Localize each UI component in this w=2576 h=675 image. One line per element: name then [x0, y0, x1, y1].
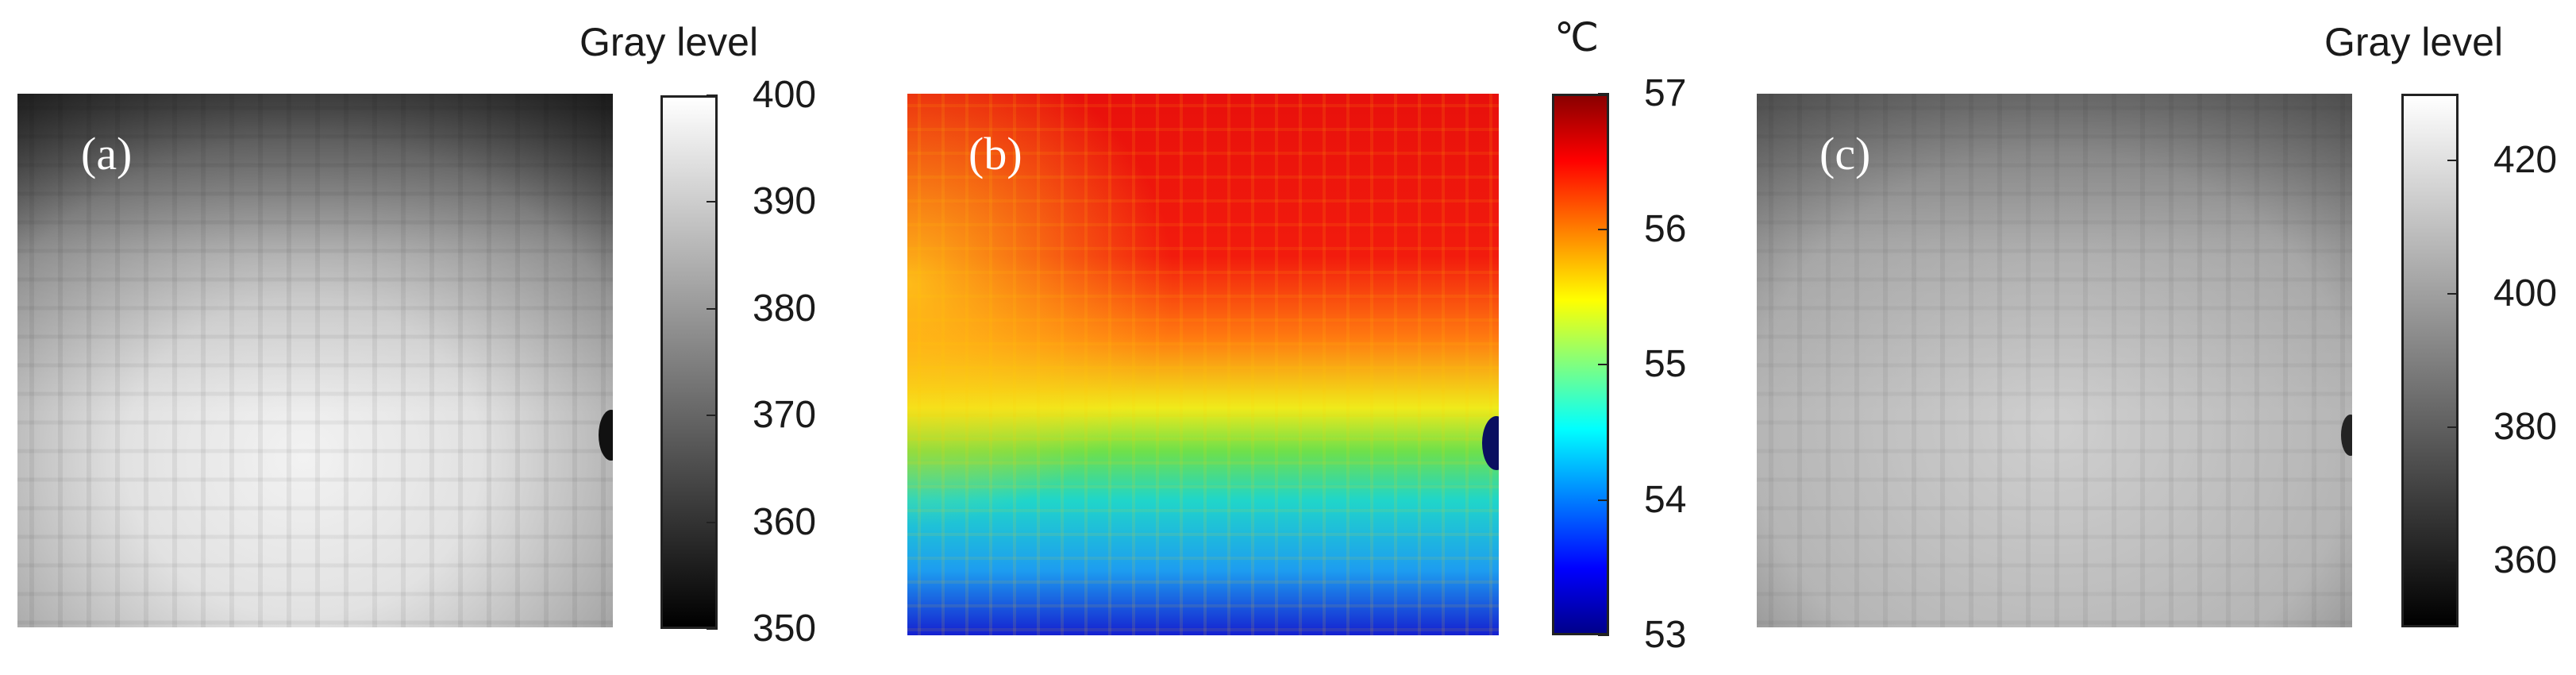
tick-label: 400 — [753, 74, 817, 116]
colorbar-a — [660, 95, 718, 629]
tick-mark — [1598, 499, 1609, 501]
colorbar-title-a: Gray level — [580, 20, 759, 64]
tick-mark — [1598, 93, 1609, 94]
tick-label: 420 — [2493, 139, 2558, 181]
tick-mark — [707, 521, 718, 523]
colorbar-ticks-c: 420 400 380 360 — [2447, 94, 2558, 627]
colorbar-ticks-b: 57 56 55 54 53 — [1598, 72, 1704, 656]
tick-label: 350 — [753, 608, 817, 650]
tick-mark — [707, 94, 718, 96]
tick-label: 57 — [1644, 72, 1687, 114]
tick-mark — [1598, 364, 1609, 365]
tick-mark — [707, 201, 718, 203]
thermal-image-b — [907, 94, 1499, 635]
grayscale-image-c — [1757, 94, 2352, 627]
tick-label: 360 — [2493, 539, 2558, 581]
tick-label: 56 — [1644, 207, 1687, 250]
colorbar-c — [2401, 94, 2459, 627]
tick-mark — [707, 628, 718, 630]
tick-label: 53 — [1644, 614, 1687, 656]
colorbar-title-b: ℃ — [1554, 15, 1600, 60]
tick-label: 370 — [753, 394, 817, 437]
tick-mark — [2447, 160, 2459, 161]
colorbar-ticks-a: 400 390 380 370 360 350 — [707, 74, 817, 650]
tick-mark — [2447, 426, 2459, 428]
panel-label-c: (c) — [1819, 128, 1871, 179]
tick-label: 380 — [2493, 406, 2558, 448]
tick-label: 400 — [2493, 272, 2558, 314]
tick-label: 360 — [753, 500, 817, 543]
tick-mark — [707, 307, 718, 310]
tick-mark — [1598, 228, 1609, 230]
colorbar-title-c: Gray level — [2324, 20, 2504, 64]
panel-label-b: (b) — [968, 128, 1022, 179]
panel-label-a: (a) — [81, 128, 133, 179]
tick-mark — [2447, 293, 2459, 295]
tick-mark — [2447, 560, 2459, 561]
tick-label: 390 — [753, 180, 817, 223]
tick-label: 54 — [1644, 478, 1687, 521]
tick-label: 380 — [753, 287, 817, 330]
tick-mark — [1598, 634, 1609, 636]
grayscale-image-a — [17, 94, 613, 627]
tick-label: 55 — [1644, 343, 1687, 385]
tick-mark — [707, 415, 718, 417]
